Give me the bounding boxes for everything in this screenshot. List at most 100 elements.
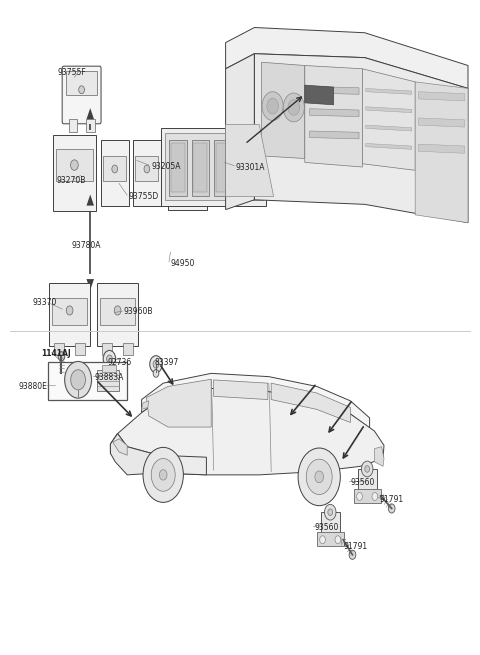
Bar [75, 343, 85, 355]
Circle shape [357, 493, 362, 500]
Polygon shape [110, 434, 158, 475]
Bar [135, 156, 158, 181]
Circle shape [143, 447, 183, 502]
Polygon shape [86, 279, 94, 290]
Bar [86, 119, 95, 132]
Bar [317, 532, 344, 546]
Bar [101, 140, 129, 206]
Bar [171, 154, 204, 183]
Polygon shape [146, 379, 211, 427]
Text: 93883A: 93883A [94, 373, 123, 382]
Circle shape [151, 458, 175, 491]
Circle shape [103, 350, 116, 367]
Text: 92736: 92736 [108, 358, 132, 367]
Circle shape [144, 165, 150, 173]
Bar [358, 469, 377, 490]
Text: 93270B: 93270B [57, 176, 86, 185]
Bar [321, 512, 340, 533]
Polygon shape [86, 135, 94, 146]
Polygon shape [271, 383, 350, 422]
Text: 91791: 91791 [379, 495, 403, 504]
Bar [100, 299, 135, 324]
Text: 1141AJ: 1141AJ [41, 349, 71, 358]
Polygon shape [362, 69, 415, 170]
Bar [49, 283, 90, 346]
Circle shape [349, 550, 356, 559]
Polygon shape [86, 108, 94, 119]
Bar [133, 140, 161, 206]
Bar [193, 143, 207, 192]
Circle shape [267, 98, 278, 114]
Circle shape [324, 504, 336, 520]
Bar [123, 343, 133, 355]
Bar [192, 140, 209, 196]
Circle shape [184, 163, 191, 172]
Bar [214, 140, 231, 196]
Text: 93755F: 93755F [58, 67, 86, 77]
Polygon shape [113, 439, 127, 455]
Polygon shape [305, 66, 362, 167]
FancyBboxPatch shape [62, 66, 101, 124]
Polygon shape [226, 28, 468, 88]
Text: 93560: 93560 [314, 523, 339, 532]
Circle shape [306, 459, 332, 495]
Bar [56, 149, 93, 181]
Circle shape [388, 504, 395, 513]
Text: 93960B: 93960B [124, 307, 153, 316]
Bar [103, 156, 126, 181]
Polygon shape [214, 380, 268, 400]
Circle shape [335, 536, 341, 544]
Circle shape [112, 165, 118, 173]
Polygon shape [415, 82, 468, 223]
Circle shape [361, 461, 373, 477]
Circle shape [315, 471, 324, 483]
Polygon shape [366, 125, 412, 131]
Polygon shape [110, 388, 384, 475]
Bar [354, 489, 381, 503]
Bar [238, 143, 251, 192]
Bar [97, 370, 119, 391]
Text: 93560: 93560 [350, 478, 375, 487]
Circle shape [65, 362, 92, 398]
Polygon shape [142, 373, 370, 429]
Bar [66, 71, 96, 95]
Bar [165, 133, 263, 200]
Polygon shape [142, 401, 149, 409]
Circle shape [71, 160, 78, 170]
Text: 94950: 94950 [170, 259, 195, 268]
Circle shape [372, 493, 378, 500]
Polygon shape [366, 88, 412, 94]
Text: 93301A: 93301A [235, 162, 264, 172]
Circle shape [288, 100, 300, 115]
Polygon shape [310, 86, 359, 94]
Bar [236, 140, 253, 196]
Bar [102, 343, 112, 355]
Circle shape [153, 360, 159, 368]
Bar [216, 143, 229, 192]
Bar [169, 140, 187, 196]
Circle shape [107, 355, 112, 363]
Polygon shape [305, 85, 334, 105]
Polygon shape [86, 195, 94, 206]
Circle shape [79, 86, 84, 94]
Circle shape [159, 470, 167, 480]
Polygon shape [310, 109, 359, 117]
Polygon shape [419, 118, 465, 127]
Polygon shape [366, 143, 412, 149]
Polygon shape [226, 124, 274, 196]
Text: 93370: 93370 [33, 298, 57, 307]
Circle shape [150, 356, 162, 373]
Circle shape [114, 306, 121, 315]
Bar [171, 143, 185, 192]
Polygon shape [110, 434, 206, 475]
Bar [102, 365, 116, 372]
Polygon shape [366, 107, 412, 113]
Circle shape [298, 448, 340, 506]
Text: 91791: 91791 [343, 542, 367, 551]
Text: 83397: 83397 [155, 358, 179, 367]
Circle shape [365, 466, 370, 472]
Polygon shape [310, 131, 359, 139]
Polygon shape [419, 92, 465, 101]
Circle shape [153, 369, 159, 377]
Circle shape [328, 509, 333, 515]
